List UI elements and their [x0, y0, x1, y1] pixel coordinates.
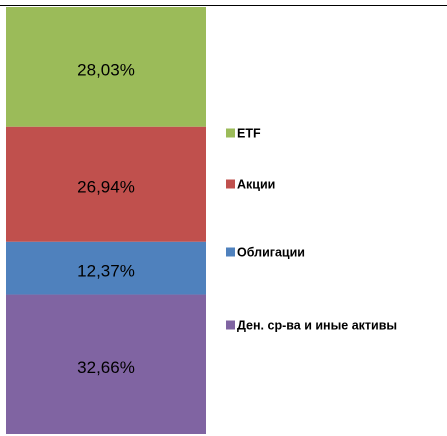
legend-marker: [226, 179, 235, 189]
bar-segment: [6, 241, 206, 295]
legend-marker: [226, 128, 235, 138]
bar-segment: [6, 126, 206, 242]
bar-segment: [6, 7, 206, 127]
data-label: 12,37%: [77, 262, 135, 281]
data-label: 26,94%: [77, 178, 135, 197]
legend-marker: [226, 320, 235, 330]
legend-marker: [226, 247, 235, 257]
bar-segment: [6, 294, 206, 434]
legend-label: Акции: [237, 177, 275, 191]
legend-label: ETF: [237, 126, 261, 140]
data-label: 32,66%: [77, 358, 135, 377]
data-label: 28,03%: [77, 60, 135, 79]
legend-label: Облигации: [237, 245, 305, 259]
legend-label: Ден. ср-ва и иные активы: [237, 318, 397, 332]
